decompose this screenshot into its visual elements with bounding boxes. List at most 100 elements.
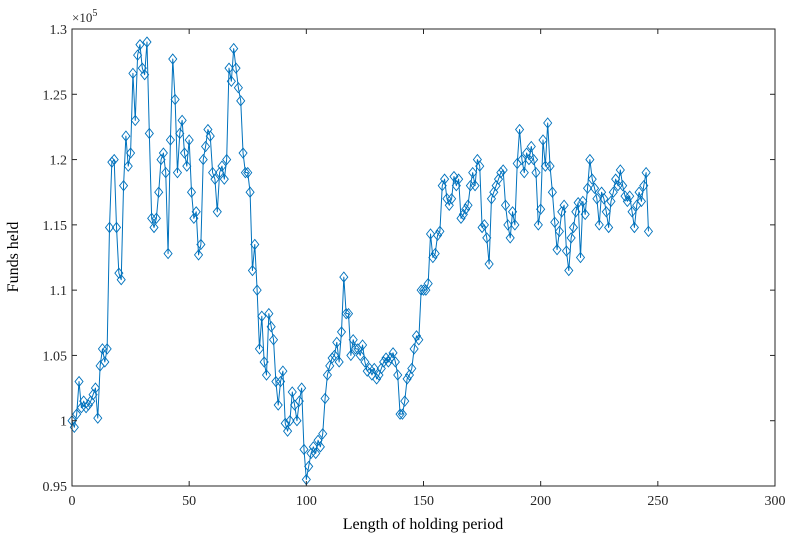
data-point-marker: [397, 408, 407, 420]
data-point-marker: [280, 417, 290, 430]
data-point-marker: [343, 307, 354, 320]
data-point-marker: [118, 179, 129, 192]
data-point-marker: [604, 221, 614, 234]
data-point-marker: [536, 203, 546, 215]
data-point-marker: [193, 249, 204, 261]
data-point-marker: [543, 117, 553, 129]
data-point-marker: [320, 392, 330, 405]
data-point-marker: [257, 310, 267, 322]
data-point-marker: [362, 365, 372, 377]
x-tick-label: 150: [413, 494, 434, 509]
data-point-marker: [564, 264, 574, 277]
data-point-marker: [390, 356, 400, 368]
data-point-marker: [599, 193, 609, 205]
data-point-marker: [111, 221, 122, 234]
data-point-marker: [425, 228, 436, 240]
data-point-marker: [601, 206, 611, 218]
data-point-marker: [100, 356, 110, 368]
data-point-marker: [613, 179, 623, 192]
data-point-marker: [161, 166, 171, 179]
data-point-marker: [140, 68, 150, 81]
data-point-marker: [304, 460, 314, 473]
data-point-marker: [133, 49, 143, 61]
data-point-marker: [334, 356, 344, 368]
y-axis-label: Funds held: [5, 222, 22, 293]
data-point-marker: [238, 147, 248, 159]
data-point-marker: [177, 114, 187, 127]
data-point-marker: [456, 212, 466, 225]
y-tick-label: 1.1: [50, 284, 68, 299]
data-point-marker: [458, 208, 468, 221]
data-point-marker: [470, 179, 480, 192]
data-point-marker: [74, 375, 84, 388]
data-point-marker: [608, 186, 618, 198]
data-point-marker: [582, 182, 593, 195]
data-point-marker: [278, 365, 288, 377]
data-point-marker: [428, 251, 438, 264]
data-point-marker: [327, 352, 337, 364]
data-point-marker: [411, 330, 422, 342]
data-point-marker: [128, 67, 138, 80]
data-point-marker: [393, 369, 403, 381]
data-point-marker: [287, 386, 297, 398]
data-point-marker: [484, 258, 494, 270]
data-point-marker: [348, 334, 358, 346]
data-point-marker: [440, 173, 450, 185]
data-point-marker: [475, 160, 485, 172]
data-point-marker: [90, 382, 101, 394]
data-point-marker: [529, 153, 539, 166]
data-point-marker: [585, 153, 595, 166]
data-point-marker: [620, 190, 630, 202]
data-point-marker: [519, 166, 529, 179]
data-point-marker: [222, 153, 232, 166]
data-point-marker: [104, 221, 115, 234]
data-point-marker: [571, 206, 581, 218]
data-point-marker: [212, 206, 222, 218]
data-point-marker: [606, 195, 616, 208]
data-point-marker: [179, 147, 190, 159]
data-point-marker: [407, 362, 417, 375]
data-point-marker: [130, 114, 140, 127]
data-point-marker: [322, 369, 332, 381]
data-point-marker: [566, 232, 576, 244]
y-axis-exponent-base: 10: [79, 10, 92, 25]
data-point-marker: [468, 166, 478, 179]
data-point-marker: [643, 225, 654, 238]
data-point-marker: [526, 140, 536, 153]
data-point-marker: [357, 339, 368, 351]
y-tick-label: 1.05: [43, 349, 68, 364]
data-point-marker: [182, 160, 192, 172]
data-point-marker: [196, 238, 206, 251]
data-point-marker: [554, 225, 564, 238]
data-point-marker: [168, 53, 178, 65]
data-point-marker: [559, 199, 569, 211]
data-point-marker: [575, 251, 586, 264]
data-point-marker: [332, 336, 342, 349]
y-tick-label: 1.15: [43, 219, 68, 234]
data-point-marker: [259, 356, 269, 368]
x-tick-label: 50: [182, 494, 196, 509]
data-point-marker: [510, 219, 520, 231]
data-point-marker: [109, 153, 119, 166]
data-point-marker: [273, 399, 283, 411]
data-point-marker: [217, 160, 227, 172]
data-point-marker: [531, 166, 541, 179]
data-point-marker: [318, 428, 328, 440]
data-point-marker: [496, 166, 506, 179]
data-point-marker: [254, 343, 265, 355]
data-point-marker: [503, 219, 513, 231]
data-point-marker: [592, 193, 602, 205]
data-point-marker: [414, 334, 424, 346]
data-point-marker: [294, 395, 304, 407]
data-point-marker: [252, 284, 262, 296]
data-point-marker: [589, 182, 600, 195]
data-point-marker: [205, 130, 215, 142]
data-point-marker: [200, 140, 211, 153]
data-point-marker: [144, 127, 154, 140]
data-point-marker: [93, 412, 103, 424]
data-point-marker: [388, 347, 398, 359]
data-point-marker: [463, 199, 473, 211]
data-point-marker: [634, 186, 644, 198]
data-point-marker: [418, 284, 429, 296]
